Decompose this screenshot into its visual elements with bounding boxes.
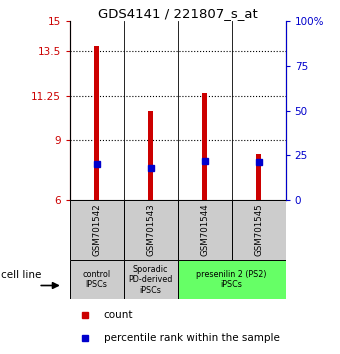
Text: percentile rank within the sample: percentile rank within the sample <box>104 333 279 343</box>
FancyBboxPatch shape <box>124 260 177 299</box>
Text: GSM701544: GSM701544 <box>200 204 209 257</box>
Bar <box>256 154 261 200</box>
Title: GDS4141 / 221807_s_at: GDS4141 / 221807_s_at <box>98 7 257 20</box>
Text: cell line: cell line <box>1 270 42 280</box>
FancyBboxPatch shape <box>70 260 124 299</box>
FancyBboxPatch shape <box>70 200 124 260</box>
FancyBboxPatch shape <box>177 260 286 299</box>
Text: GSM701545: GSM701545 <box>254 204 263 257</box>
Text: control
IPSCs: control IPSCs <box>83 270 111 289</box>
Bar <box>94 46 99 200</box>
Text: count: count <box>104 310 133 320</box>
Bar <box>202 93 207 200</box>
Bar <box>148 110 153 200</box>
Text: GSM701542: GSM701542 <box>92 204 101 257</box>
FancyBboxPatch shape <box>232 200 286 260</box>
Text: GSM701543: GSM701543 <box>146 204 155 257</box>
Text: Sporadic
PD-derived
iPSCs: Sporadic PD-derived iPSCs <box>129 265 173 295</box>
FancyBboxPatch shape <box>177 200 232 260</box>
Text: presenilin 2 (PS2)
iPSCs: presenilin 2 (PS2) iPSCs <box>197 270 267 289</box>
FancyBboxPatch shape <box>124 200 177 260</box>
